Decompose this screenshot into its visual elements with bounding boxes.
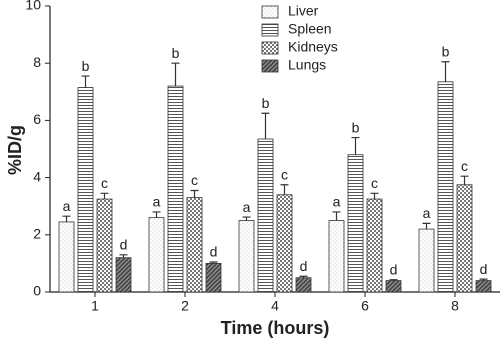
error-bar	[370, 192, 379, 200]
y-tick-label: 6	[33, 111, 41, 127]
bar	[58, 221, 75, 293]
error-bar	[81, 75, 90, 88]
error-bar	[299, 275, 308, 278]
bar-letter: b	[82, 58, 90, 74]
bar	[328, 220, 345, 293]
bar-letter: d	[120, 237, 128, 253]
y-tick-label: 10	[25, 0, 41, 13]
error-bar	[479, 278, 488, 281]
bar-letter: b	[172, 45, 180, 61]
bar-letter: a	[423, 205, 431, 221]
x-tick-label: 6	[361, 298, 369, 314]
error-bar	[351, 136, 360, 155]
error-bar	[460, 175, 469, 185]
legend-swatch	[261, 5, 279, 19]
legend-label: Spleen	[288, 21, 332, 37]
legend-swatch	[261, 23, 279, 37]
x-tick-label: 8	[451, 298, 459, 314]
x-tick-label: 2	[181, 298, 189, 314]
y-tick-label: 4	[33, 168, 41, 184]
bar-letter: d	[480, 261, 488, 277]
bar	[167, 85, 184, 293]
legend-label: Kidneys	[288, 39, 338, 55]
bar	[295, 277, 312, 293]
bar	[205, 262, 222, 293]
legend-swatch	[261, 59, 279, 73]
bar	[385, 280, 402, 293]
y-axis-title: %ID/g	[5, 125, 25, 175]
error-bar	[100, 192, 109, 200]
bar-letter: c	[371, 175, 378, 191]
bar	[77, 87, 94, 293]
y-tick-label: 2	[33, 226, 41, 242]
bar-letter: a	[153, 194, 161, 210]
y-tick-label: 8	[33, 54, 41, 70]
bar	[238, 220, 255, 293]
error-bar	[422, 222, 431, 230]
x-axis-title: Time (hours)	[221, 318, 330, 338]
bar	[366, 198, 383, 293]
bar	[148, 217, 165, 293]
bar-letter: a	[333, 194, 341, 210]
error-bar	[261, 112, 270, 139]
bar	[456, 184, 473, 293]
bar-letter: d	[300, 258, 308, 274]
bar-letter: c	[101, 175, 108, 191]
error-bar	[332, 211, 341, 221]
bar	[418, 228, 435, 293]
bar-letter: c	[191, 172, 198, 188]
error-bar	[389, 279, 398, 281]
error-bar	[190, 189, 199, 198]
bar	[115, 257, 132, 293]
error-bar	[441, 61, 450, 82]
error-bar	[242, 216, 251, 221]
bar-letter: a	[63, 198, 71, 214]
y-tick-label: 0	[33, 283, 41, 299]
x-tick-label: 1	[91, 298, 99, 314]
bar	[186, 197, 203, 293]
bar	[347, 154, 364, 293]
error-bar	[280, 184, 289, 195]
legend-label: Liver	[288, 3, 319, 19]
bar-letter: b	[262, 95, 270, 111]
error-bar	[209, 261, 218, 264]
bar-letter: c	[281, 166, 288, 182]
bar	[276, 194, 293, 293]
bar	[257, 138, 274, 293]
error-bar	[152, 211, 161, 218]
bar-letter: d	[390, 261, 398, 277]
bar	[96, 198, 113, 293]
bar-letter: b	[352, 119, 360, 135]
bar	[475, 280, 492, 293]
bar-letter: b	[442, 43, 450, 59]
x-tick-label: 4	[271, 298, 279, 314]
bar-letter: c	[461, 158, 468, 174]
error-bar	[119, 254, 128, 258]
bar-letter: d	[210, 244, 218, 260]
bar	[437, 81, 454, 293]
bar-letter: a	[243, 199, 251, 215]
error-bar	[171, 62, 180, 87]
legend-label: Lungs	[288, 57, 326, 73]
error-bar	[62, 215, 71, 222]
legend-swatch	[261, 41, 279, 55]
